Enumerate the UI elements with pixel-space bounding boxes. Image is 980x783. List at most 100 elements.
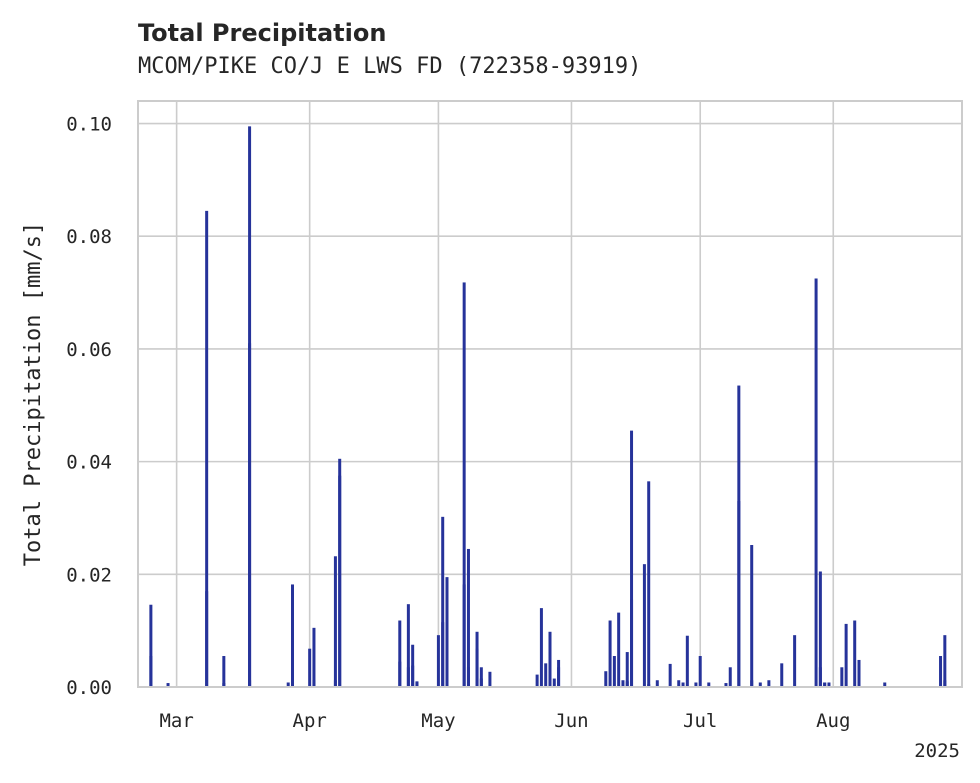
y-tick-label: 0.08 bbox=[66, 226, 112, 248]
precip-bar bbox=[767, 680, 771, 687]
precip-bar bbox=[539, 608, 543, 687]
precip-bar bbox=[668, 663, 672, 687]
precip-bar bbox=[943, 680, 947, 687]
x-tick-label: May bbox=[421, 710, 455, 732]
precip-bar bbox=[844, 623, 848, 687]
precip-bar bbox=[557, 659, 561, 687]
precip-bar bbox=[479, 678, 483, 687]
y-axis-label: Total Precipitation [mm/s] bbox=[21, 222, 46, 566]
precip-bar bbox=[535, 674, 539, 687]
year-label: 2025 bbox=[914, 740, 960, 762]
precip-bar bbox=[411, 665, 415, 687]
precip-bar bbox=[750, 545, 754, 687]
y-tick-label: 0.00 bbox=[66, 677, 112, 699]
chart-subtitle: MCOM/PIKE CO/J E LWS FD (722358-93919) bbox=[138, 54, 641, 79]
y-tick-label: 0.02 bbox=[66, 564, 112, 586]
precip-bar bbox=[445, 577, 449, 687]
precip-bar bbox=[814, 278, 818, 687]
precipitation-bars bbox=[149, 126, 947, 687]
y-tick-label: 0.06 bbox=[66, 339, 112, 361]
precip-bar bbox=[441, 516, 445, 687]
precip-bar bbox=[681, 682, 685, 687]
precip-bar bbox=[466, 667, 470, 687]
precip-bar bbox=[333, 680, 337, 687]
precip-bar bbox=[625, 652, 629, 687]
precip-bar bbox=[621, 680, 625, 687]
precip-bar bbox=[415, 681, 419, 687]
precip-bar bbox=[286, 682, 290, 687]
precip-bar bbox=[612, 656, 616, 687]
chart-title: Total Precipitation bbox=[138, 19, 386, 47]
precip-bar bbox=[818, 571, 822, 687]
precip-bar bbox=[647, 481, 651, 687]
precip-bar bbox=[780, 663, 784, 687]
precip-bar bbox=[544, 663, 548, 687]
x-tick-label: Jun bbox=[554, 710, 588, 732]
precip-bar bbox=[436, 635, 440, 687]
precip-bar bbox=[333, 556, 337, 687]
precip-bar bbox=[630, 599, 634, 687]
precip-bar bbox=[166, 683, 170, 687]
x-tick-label: Aug bbox=[816, 710, 850, 732]
precip-bar bbox=[406, 604, 410, 687]
precip-bar bbox=[466, 548, 470, 687]
precip-bar bbox=[149, 604, 153, 687]
precip-bar bbox=[840, 667, 844, 687]
precip-bar bbox=[445, 682, 449, 687]
precip-bar bbox=[398, 661, 402, 687]
x-tick-label: Jul bbox=[683, 710, 717, 732]
precip-bar bbox=[548, 631, 552, 687]
precip-bar bbox=[823, 682, 827, 687]
x-axis-ticks: Mar Apr May Jun Jul Aug bbox=[159, 710, 850, 732]
precip-bar bbox=[694, 682, 698, 687]
precip-bar bbox=[677, 680, 681, 687]
precip-bar bbox=[604, 671, 608, 687]
precip-bar bbox=[149, 656, 153, 687]
precip-bar bbox=[758, 682, 762, 687]
precip-bar bbox=[488, 671, 492, 687]
precip-bar bbox=[685, 635, 689, 687]
precip-bar bbox=[827, 682, 831, 687]
x-tick-label: Apr bbox=[293, 710, 327, 732]
precip-bar bbox=[737, 501, 741, 687]
precip-bar bbox=[857, 682, 861, 687]
precip-bar bbox=[647, 684, 651, 687]
precip-bar bbox=[222, 656, 226, 687]
precip-bar bbox=[625, 681, 629, 687]
precip-bar bbox=[205, 210, 209, 687]
precip-bar bbox=[338, 475, 342, 687]
grid-lines bbox=[138, 101, 962, 688]
precip-bar bbox=[608, 620, 612, 687]
precip-bar bbox=[205, 591, 209, 687]
precip-bar bbox=[707, 682, 711, 687]
precip-bar bbox=[617, 612, 621, 687]
precip-bar bbox=[857, 659, 861, 687]
precip-bar bbox=[291, 584, 294, 687]
precip-bar bbox=[655, 680, 659, 687]
y-tick-label: 0.10 bbox=[66, 114, 112, 136]
precip-bar bbox=[883, 682, 887, 687]
precip-bar bbox=[398, 620, 402, 687]
precip-bar bbox=[291, 641, 294, 687]
precip-bar bbox=[939, 656, 943, 687]
precip-bar bbox=[312, 627, 316, 687]
precip-bar bbox=[728, 667, 732, 687]
precip-bar bbox=[853, 620, 857, 687]
precip-bar bbox=[248, 126, 252, 687]
precip-bar bbox=[441, 622, 445, 687]
precip-bar bbox=[312, 680, 316, 687]
precip-bar bbox=[552, 678, 556, 687]
precip-bar bbox=[793, 635, 797, 687]
precip-bar bbox=[818, 667, 822, 687]
precip-bar bbox=[630, 430, 634, 687]
precip-bar bbox=[943, 635, 947, 687]
precip-bar bbox=[698, 656, 702, 687]
y-tick-label: 0.04 bbox=[66, 452, 112, 474]
precip-bar bbox=[642, 564, 646, 687]
precip-bar bbox=[724, 683, 728, 687]
precip-bar bbox=[308, 648, 312, 687]
x-tick-label: Mar bbox=[159, 710, 193, 732]
precip-bar bbox=[479, 667, 483, 687]
precip-bar bbox=[475, 648, 479, 687]
